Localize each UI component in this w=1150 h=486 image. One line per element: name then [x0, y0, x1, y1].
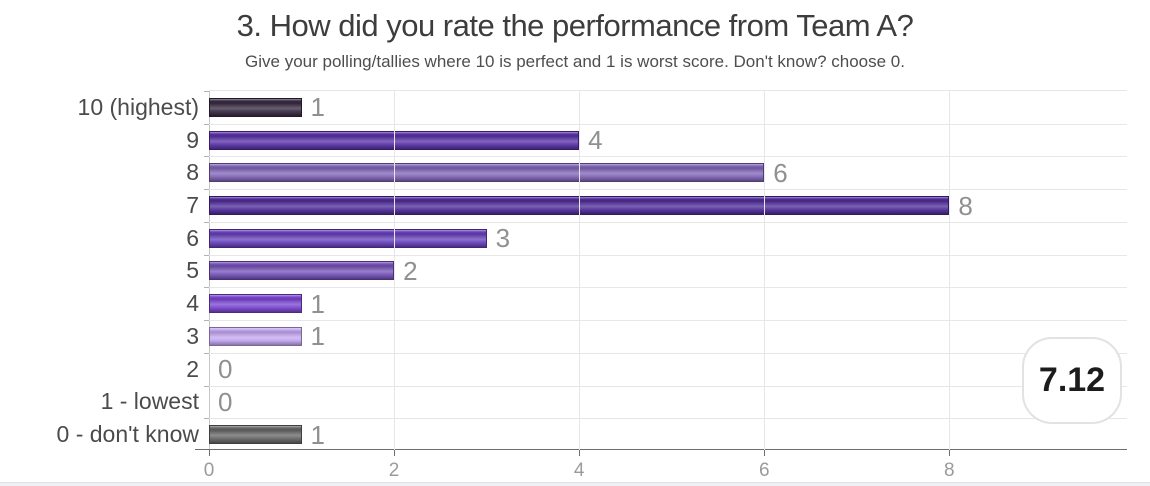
bar — [209, 326, 302, 346]
y-axis-tick — [204, 189, 209, 191]
bar — [209, 425, 302, 445]
category-label: 0 - don't know — [56, 421, 199, 448]
value-label: 6 — [773, 157, 788, 188]
y-axis-tick — [204, 221, 209, 223]
y-axis-tick — [204, 91, 209, 92]
category-label: 8 — [186, 159, 199, 186]
average-score-badge: 7.12 — [1022, 337, 1122, 424]
y-axis-tick — [204, 287, 209, 289]
horizontal-gridline — [209, 320, 1127, 322]
value-label: 1 — [310, 321, 325, 352]
bar — [209, 228, 487, 248]
category-label: 1 - lowest — [100, 388, 199, 415]
category-label: 4 — [186, 290, 199, 317]
category-label: 7 — [186, 192, 199, 219]
y-axis-tick — [204, 385, 209, 387]
horizontal-gridline — [209, 221, 1127, 223]
category-label: 10 (highest) — [77, 93, 199, 120]
horizontal-gridline — [209, 156, 1127, 158]
horizontal-gridline — [209, 418, 1127, 420]
bar — [209, 294, 302, 314]
horizontal-gridline — [209, 385, 1127, 387]
y-axis-tick — [204, 156, 209, 158]
chart-rows: 10 (highest) 1 9 4 8 6 7 8 6 3 5 2 4 1 3 1 2 0 1 - lowest 0… — [57, 91, 1127, 451]
value-label: 1 — [310, 419, 325, 450]
page-title: 3. How did you rate the performance from… — [236, 8, 914, 43]
value-label: 4 — [588, 125, 603, 156]
value-label: 0 — [218, 386, 233, 417]
x-axis-tick-label: 8 — [944, 460, 955, 481]
average-score-value: 7.12 — [1038, 361, 1106, 399]
x-axis-tick — [394, 450, 396, 456]
y-axis-tick — [204, 320, 209, 322]
vertical-gridline — [764, 91, 766, 450]
x-axis-tick-label: 4 — [573, 460, 585, 481]
value-label: 2 — [403, 255, 418, 286]
bar — [209, 97, 302, 117]
bar — [209, 261, 395, 281]
x-axis-tick — [764, 450, 766, 456]
y-axis-tick — [204, 418, 209, 420]
y-axis-tick — [204, 123, 209, 125]
category-label: 5 — [186, 257, 199, 284]
category-label: 9 — [186, 126, 199, 153]
category-label: 2 — [186, 355, 199, 382]
horizontal-gridline — [209, 123, 1127, 125]
x-axis-tick — [579, 450, 581, 456]
category-label: 6 — [186, 224, 199, 251]
chart-row: 10 (highest) 1 — [78, 91, 1127, 124]
category-label: 3 — [186, 322, 199, 349]
value-label: 8 — [958, 190, 973, 221]
x-axis-tick-label: 0 — [203, 460, 215, 481]
vertical-gridline — [579, 91, 581, 450]
page-subtitle: Give your polling/tallies where 10 is pe… — [245, 52, 905, 71]
horizontal-gridline — [209, 352, 1127, 354]
x-axis-tick — [209, 450, 210, 456]
x-axis-tick-label: 6 — [758, 460, 770, 481]
x-axis-line — [195, 449, 1127, 450]
chart-row: 1 - lowest 0 — [101, 385, 1127, 418]
x-axis-tick-label: 2 — [388, 460, 400, 481]
value-label: 1 — [310, 288, 325, 319]
bottom-divider — [0, 482, 1150, 486]
y-axis-tick — [204, 352, 209, 354]
bar — [209, 163, 765, 183]
plot-area: 10 (highest) 1 9 4 8 6 7 8 6 3 5 2 4 1 3 1 2 0 1 - lowest 0… — [57, 90, 1127, 481]
horizontal-gridline — [209, 254, 1127, 256]
value-label: 1 — [310, 92, 325, 123]
x-axis-tick — [949, 450, 951, 456]
value-label: 3 — [495, 223, 511, 254]
chart-row: 0 - don't know 1 — [57, 418, 1127, 451]
y-axis-tick — [204, 254, 209, 256]
horizontal-gridline — [209, 189, 1127, 191]
value-label: 0 — [218, 354, 233, 385]
vertical-gridline — [394, 91, 396, 450]
horizontal-gridline — [209, 287, 1127, 289]
vertical-gridline — [949, 91, 951, 450]
